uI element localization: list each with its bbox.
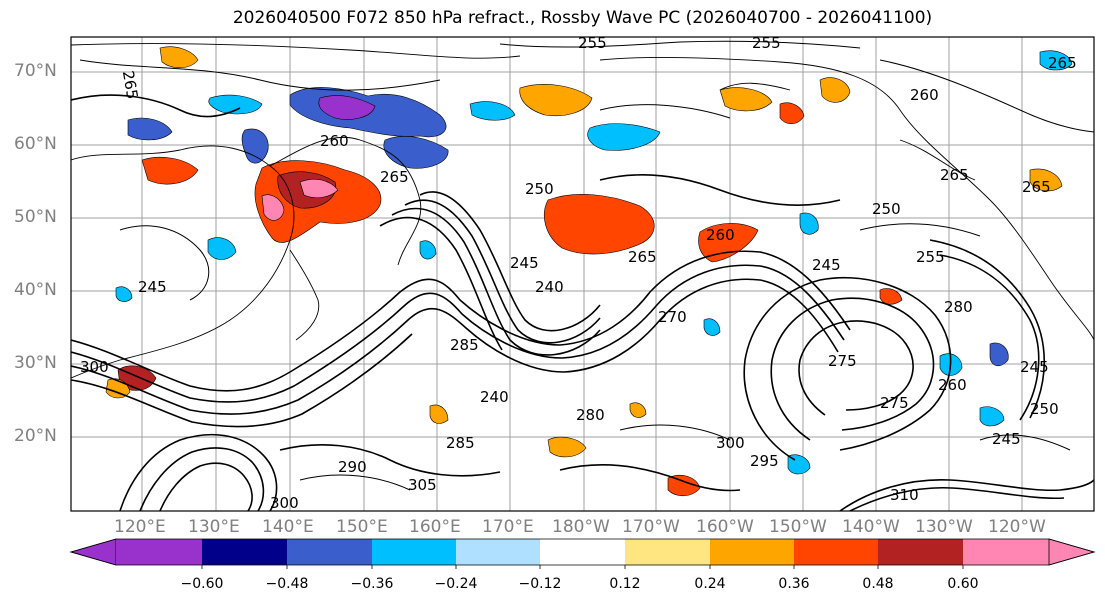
- colorbar-swatch: [372, 539, 456, 565]
- coastlines: [71, 43, 1094, 379]
- colorbar-extend-left: [69, 538, 117, 566]
- contour-label: 305: [408, 476, 437, 494]
- colorbar-swatch: [456, 539, 540, 565]
- contour-label: 265: [628, 248, 657, 266]
- contour-label: 260: [910, 86, 939, 104]
- contour-labels: 255 255 265 265 260 260 265 265 250 250 …: [80, 34, 1077, 512]
- longitude-label: 170°W: [622, 517, 680, 537]
- colorbar-tick-label: 0.36: [778, 576, 810, 592]
- longitude-label: 120°W: [988, 517, 1046, 537]
- colorbar-tick-label: 0.48: [862, 576, 894, 592]
- contour-label: 300: [716, 434, 745, 452]
- map-frame: [70, 36, 1095, 512]
- colorbar-outline: [69, 538, 1096, 566]
- latitude-label: 60°N: [14, 134, 57, 154]
- colorbar-swatch: [202, 539, 287, 565]
- colorbar-tick-label: −0.12: [518, 576, 562, 592]
- longitude-label: 130°W: [915, 517, 973, 537]
- shaded-anomaly-areas: [105, 46, 1073, 497]
- longitude-label: 180°W: [552, 517, 610, 537]
- contour-label: 295: [750, 452, 779, 470]
- longitude-label: 140°E: [262, 517, 314, 537]
- contour-label: 255: [578, 34, 607, 52]
- colorbar-swatch: [540, 539, 625, 565]
- refractivity-contours: [71, 94, 1094, 511]
- colorbar-swatch: [287, 539, 372, 565]
- map-title: 2026040500 F072 850 hPa refract., Rossby…: [232, 8, 933, 28]
- contour-label: 280: [944, 298, 973, 316]
- contour-label: 285: [450, 336, 479, 354]
- contour-label: 265: [119, 69, 142, 100]
- refractivity-contours-thin: [79, 40, 1094, 491]
- colorbar-tick-label: −0.36: [350, 576, 394, 592]
- colorbar-swatch: [625, 539, 710, 565]
- contour-label: 265: [1048, 54, 1077, 72]
- colorbar-swatch: [794, 539, 878, 565]
- contour-label: 290: [338, 458, 367, 476]
- latitude-label: 30°N: [14, 353, 57, 373]
- longitude-label: 130°E: [188, 517, 240, 537]
- longitude-label: 120°E: [114, 517, 166, 537]
- contour-label: 310: [890, 486, 919, 504]
- contour-label: 250: [872, 200, 901, 218]
- colorbar-tick-label: 0.12: [609, 576, 641, 592]
- longitude-label: 140°W: [842, 517, 900, 537]
- colorbar-tick-label: −0.48: [265, 576, 309, 592]
- longitude-label: 150°E: [336, 517, 388, 537]
- contour-label: 275: [828, 352, 857, 370]
- colorbar-swatch: [116, 539, 202, 565]
- contour-label: 280: [576, 406, 605, 424]
- latitude-label: 20°N: [14, 426, 57, 446]
- contour-label: 245: [812, 256, 841, 274]
- longitude-label: 160°W: [696, 517, 754, 537]
- contour-label: 250: [525, 180, 554, 198]
- colorbar-swatch: [963, 539, 1049, 565]
- contour-label: 245: [138, 278, 167, 296]
- contour-label: 285: [446, 434, 475, 452]
- contour-label: 245: [1020, 358, 1049, 376]
- colorbar-swatch: [878, 539, 963, 565]
- contour-label: 250: [1030, 400, 1059, 418]
- latitude-label: 50°N: [14, 207, 57, 227]
- colorbar-tick-label: 0.24: [694, 576, 726, 592]
- colorbar-tick-label: −0.24: [434, 576, 478, 592]
- colorbar-swatch: [710, 539, 794, 565]
- colorbar-tick-label: −0.60: [180, 576, 224, 592]
- contour-label: 255: [916, 248, 945, 266]
- latitude-label: 40°N: [14, 280, 57, 300]
- contour-label: 240: [535, 278, 564, 296]
- latitude-label: 70°N: [14, 61, 57, 81]
- contour-label: 300: [80, 358, 109, 376]
- contour-label: 255: [752, 34, 781, 52]
- contour-label: 265: [940, 166, 969, 184]
- contour-label: 260: [706, 226, 735, 244]
- colorbar-extend-right: [1048, 538, 1096, 566]
- longitude-label: 170°E: [482, 517, 534, 537]
- contour-label: 270: [658, 308, 687, 326]
- contour-label: 240: [480, 388, 509, 406]
- contour-label: 265: [1022, 178, 1051, 196]
- contour-label: 260: [320, 132, 349, 150]
- contour-label: 245: [510, 254, 539, 272]
- contour-label: 275: [880, 394, 909, 412]
- contour-label: 245: [992, 430, 1021, 448]
- contour-label: 265: [380, 168, 409, 186]
- longitude-label: 150°W: [769, 517, 827, 537]
- contour-label: 260: [938, 376, 967, 394]
- map-background: [71, 37, 1094, 511]
- contour-label: 300: [270, 494, 299, 512]
- colorbar: [69, 538, 1096, 569]
- colorbar-tick-label: 0.60: [947, 576, 979, 592]
- longitude-label: 160°E: [409, 517, 461, 537]
